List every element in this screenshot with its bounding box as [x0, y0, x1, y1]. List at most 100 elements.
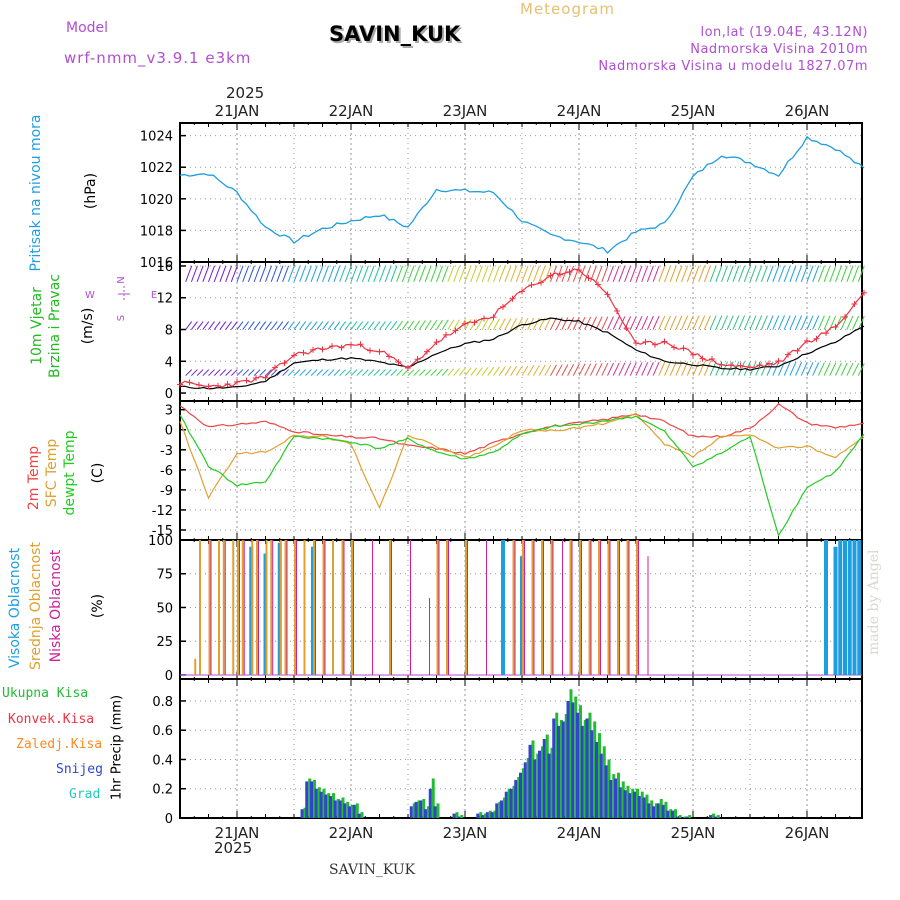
wind-gust-marker — [756, 362, 763, 369]
precip-total-bar — [555, 712, 559, 818]
wind-barbs-2m — [675, 361, 683, 376]
wind-barbs-16m — [202, 265, 210, 283]
precip-snow-bar — [495, 803, 499, 818]
wind-barbs-8m — [515, 318, 523, 330]
wind-barbs-16m — [259, 265, 267, 283]
precip-total-bar — [507, 788, 511, 818]
precip-snow-bar — [523, 762, 527, 818]
precip-total-bar — [636, 788, 639, 818]
precip-snow-bar — [348, 806, 351, 818]
wind-gust-marker — [728, 361, 734, 368]
wind-gust-marker — [395, 359, 402, 366]
wind-barbs-16m — [510, 265, 518, 283]
cloud-low-bar — [619, 540, 620, 675]
wind-barbs-8m — [601, 316, 609, 330]
wind-gust-marker — [633, 340, 639, 347]
wind-barbs-2m — [698, 361, 706, 376]
wind-barbs-8m — [396, 320, 404, 330]
wind-barbs-2m — [316, 369, 324, 376]
wind-barbs-2m — [430, 369, 438, 376]
wind-barbs-2m — [555, 364, 563, 376]
wind-barbs-8m — [390, 320, 398, 330]
precip-snow-bar — [319, 791, 323, 818]
wind-barbs-8m — [709, 315, 717, 330]
wind-barbs-2m — [840, 362, 848, 376]
wind-barbs-2m — [384, 369, 392, 376]
wind-barbs-2m — [567, 363, 575, 376]
precip-snow-bar — [628, 793, 632, 818]
wind-barbs-8m — [778, 315, 785, 330]
cloud-low-bar — [514, 540, 516, 675]
wind-barbs-16m — [424, 265, 432, 283]
wind-barbs-8m — [550, 317, 557, 330]
precip-snow-bar — [452, 813, 456, 818]
cloud-low-bar — [533, 540, 535, 675]
wind-gust-marker — [253, 375, 259, 382]
wind-barbs-8m — [504, 318, 512, 330]
wind-barbs-2m — [242, 369, 250, 376]
wind-barbs-8m — [447, 319, 455, 330]
wind-barbs-16m — [475, 265, 483, 283]
precip-snow-bar — [652, 806, 655, 818]
wind-barbs-16m — [595, 265, 603, 283]
wind-barbs-2m — [800, 362, 808, 376]
wind-barbs-8m — [766, 315, 774, 330]
wind-barbs-16m — [413, 265, 421, 283]
precip-total-bar — [355, 803, 359, 818]
wind-gust-marker — [661, 338, 668, 345]
wind-barbs-16m — [356, 265, 364, 283]
wind-barbs-16m — [846, 265, 854, 283]
wind-barbs-16m — [829, 265, 837, 283]
precip-snow-bar — [490, 812, 494, 818]
cloud-mid-bar — [251, 540, 254, 675]
wind-barbs-8m — [817, 315, 825, 330]
wind-barbs-2m — [772, 361, 780, 376]
cloud-low-bar — [638, 540, 639, 675]
precip-total-bar — [512, 785, 516, 818]
precip-total-bar — [569, 689, 573, 818]
wind-barbs-2m — [669, 361, 677, 376]
precip-snow-bar — [533, 759, 537, 818]
wind-gust-marker — [785, 351, 791, 358]
y-tick-label: 0 — [165, 669, 173, 684]
wind-gust-marker — [832, 323, 839, 330]
wind-barbs-2m — [857, 363, 865, 376]
x-day-label-top: 26JAN — [785, 102, 830, 120]
wind-barbs-8m — [681, 315, 689, 330]
wind-barbs-16m — [692, 265, 700, 283]
wind-barbs-16m — [447, 265, 455, 283]
wind-barbs-8m — [384, 321, 392, 330]
wind-barbs-2m — [715, 361, 723, 376]
precip-total-bar — [621, 781, 625, 818]
wind-barbs-8m — [236, 321, 244, 330]
precip-total-bar — [626, 785, 630, 818]
precip-snow-bar — [566, 700, 570, 818]
precip-snow-bar — [509, 788, 513, 818]
precip-total-bar — [612, 774, 616, 818]
precip-total-bar — [659, 798, 663, 818]
precip-total-bar — [655, 803, 658, 818]
cloud-low-bar — [562, 540, 563, 675]
y-tick-label: 0 — [165, 387, 173, 402]
precip-snow-bar — [561, 721, 565, 818]
precip-total-bar — [716, 815, 720, 818]
wind-barbs-8m — [219, 321, 227, 330]
wind-barbs-16m — [561, 265, 569, 283]
wind-barbs-8m — [458, 319, 466, 330]
wind-barbs-2m — [379, 369, 386, 376]
x-day-label-bottom: 24JAN — [557, 824, 602, 842]
wind-barbs-2m — [806, 362, 814, 376]
precip-snow-bar — [623, 790, 627, 818]
precip-total-bar — [688, 815, 692, 818]
wind-barbs-16m — [270, 265, 278, 283]
precip-snow-bar — [419, 800, 423, 818]
wind-barbs-2m — [686, 361, 694, 376]
cloud-mid-bar — [579, 540, 581, 675]
wind-barbs-16m — [681, 265, 689, 283]
wind-barbs-8m — [350, 321, 358, 330]
wind-barbs-8m — [715, 315, 723, 330]
wind-gust-marker — [234, 378, 240, 385]
wind-gust-marker — [367, 347, 373, 354]
wind-barbs-16m — [299, 265, 307, 283]
y-tick-label: 0 — [165, 424, 173, 439]
